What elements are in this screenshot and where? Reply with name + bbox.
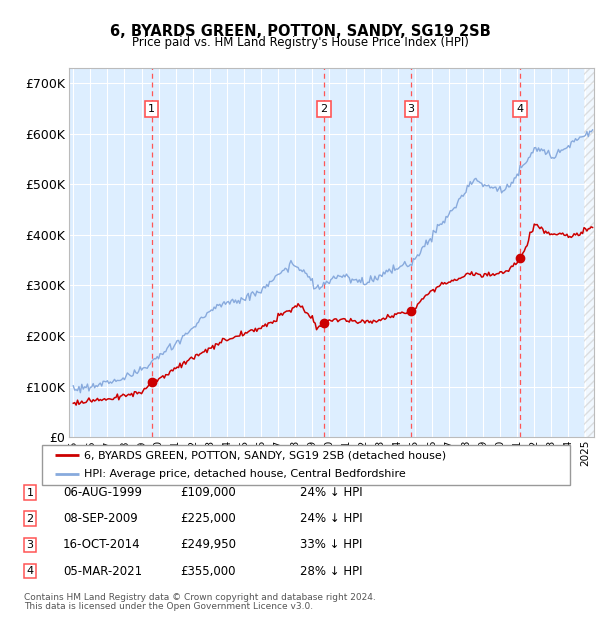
- Text: 16-OCT-2014: 16-OCT-2014: [63, 539, 140, 551]
- Text: £249,950: £249,950: [180, 539, 236, 551]
- Text: £225,000: £225,000: [180, 513, 236, 525]
- Text: 3: 3: [26, 540, 34, 550]
- Text: 05-MAR-2021: 05-MAR-2021: [63, 565, 142, 577]
- Bar: [584, 68, 594, 437]
- Text: 2: 2: [320, 104, 328, 113]
- Text: 6, BYARDS GREEN, POTTON, SANDY, SG19 2SB (detached house): 6, BYARDS GREEN, POTTON, SANDY, SG19 2SB…: [84, 450, 446, 461]
- Text: 4: 4: [517, 104, 524, 113]
- Text: 06-AUG-1999: 06-AUG-1999: [63, 487, 142, 499]
- Text: 24% ↓ HPI: 24% ↓ HPI: [300, 487, 362, 499]
- Text: 1: 1: [148, 104, 155, 113]
- Text: 08-SEP-2009: 08-SEP-2009: [63, 513, 138, 525]
- Text: £109,000: £109,000: [180, 487, 236, 499]
- FancyBboxPatch shape: [42, 445, 570, 485]
- Text: 6, BYARDS GREEN, POTTON, SANDY, SG19 2SB: 6, BYARDS GREEN, POTTON, SANDY, SG19 2SB: [110, 24, 490, 38]
- Text: 1: 1: [26, 488, 34, 498]
- Text: 24% ↓ HPI: 24% ↓ HPI: [300, 513, 362, 525]
- Text: Price paid vs. HM Land Registry's House Price Index (HPI): Price paid vs. HM Land Registry's House …: [131, 36, 469, 49]
- Text: 28% ↓ HPI: 28% ↓ HPI: [300, 565, 362, 577]
- Text: HPI: Average price, detached house, Central Bedfordshire: HPI: Average price, detached house, Cent…: [84, 469, 406, 479]
- Text: £355,000: £355,000: [180, 565, 235, 577]
- Text: Contains HM Land Registry data © Crown copyright and database right 2024.: Contains HM Land Registry data © Crown c…: [24, 593, 376, 601]
- Text: This data is licensed under the Open Government Licence v3.0.: This data is licensed under the Open Gov…: [24, 602, 313, 611]
- Text: 33% ↓ HPI: 33% ↓ HPI: [300, 539, 362, 551]
- Text: 2: 2: [26, 514, 34, 524]
- Text: 3: 3: [407, 104, 415, 113]
- Text: 4: 4: [26, 566, 34, 576]
